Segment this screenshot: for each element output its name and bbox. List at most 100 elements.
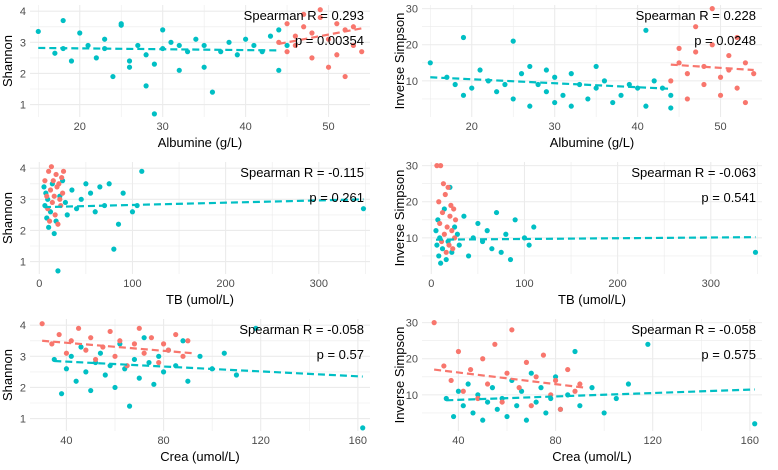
data-point <box>284 21 290 27</box>
data-point <box>589 385 595 391</box>
trend-line <box>42 339 193 355</box>
data-point <box>502 81 508 88</box>
data-point <box>512 217 518 223</box>
data-point <box>643 103 649 109</box>
y-tick-label: 20 <box>406 40 418 52</box>
trend-line <box>446 388 755 402</box>
data-point <box>110 73 116 80</box>
data-point <box>565 366 571 373</box>
data-point <box>601 78 608 84</box>
y-tick-label: 10 <box>406 76 418 88</box>
data-point <box>645 341 651 347</box>
data-point <box>360 206 367 212</box>
data-point <box>44 193 50 199</box>
y-tick-label: 30 <box>406 4 418 16</box>
data-point <box>552 377 559 384</box>
data-point <box>684 71 690 77</box>
data-point <box>284 42 290 49</box>
x-tick-label: 50 <box>322 121 334 133</box>
data-point <box>626 81 632 88</box>
data-point <box>233 372 240 378</box>
data-point <box>63 366 70 372</box>
data-point <box>292 33 298 39</box>
data-point <box>51 230 57 237</box>
data-point <box>78 196 84 202</box>
data-point <box>494 406 500 412</box>
data-point <box>493 209 500 216</box>
data-point <box>693 24 699 30</box>
data-point <box>437 220 443 227</box>
data-point <box>131 341 138 347</box>
x-tick-label: 200 <box>216 278 234 290</box>
data-point <box>118 22 124 28</box>
data-point <box>176 67 182 73</box>
data-point <box>53 171 59 178</box>
x-tick-label: 100 <box>123 278 141 290</box>
data-point <box>452 224 458 230</box>
data-point <box>59 174 65 181</box>
data-point <box>494 89 500 95</box>
data-point <box>460 388 466 394</box>
data-point <box>156 359 162 366</box>
data-point <box>135 42 141 49</box>
data-point <box>68 353 74 359</box>
x-tick-label: 160 <box>349 435 367 447</box>
data-point <box>475 220 481 227</box>
data-point <box>477 67 483 73</box>
data-point <box>543 410 549 416</box>
data-point <box>93 55 99 61</box>
data-point <box>83 181 89 187</box>
data-point <box>112 384 118 391</box>
data-point <box>151 381 157 387</box>
data-point <box>56 181 62 187</box>
x-tick-label: 40 <box>239 121 251 133</box>
y-axis-label: Inverse Simpson <box>392 327 407 424</box>
data-point <box>439 246 446 252</box>
data-point <box>55 268 61 274</box>
y-tick-label: 1 <box>20 100 26 112</box>
data-point <box>470 410 476 416</box>
p-value-label: p = 0.575 <box>701 347 756 362</box>
data-point <box>284 49 290 55</box>
y-tick-label: 30 <box>406 161 418 173</box>
chart-panel-2: 20 30 40 50 10 20 30 Albumine (g/L) Inverse Simp… <box>392 4 762 150</box>
data-point <box>434 163 440 169</box>
x-tick-label: 0 <box>36 278 42 290</box>
data-point <box>717 92 724 98</box>
data-point <box>75 325 82 331</box>
x-tick-label: 30 <box>549 121 561 133</box>
data-point <box>120 190 126 196</box>
data-point <box>752 421 758 427</box>
data-point <box>325 36 332 42</box>
data-point <box>427 60 433 66</box>
data-point <box>734 85 740 91</box>
data-point <box>115 221 122 227</box>
data-point <box>489 246 495 252</box>
spearman-r-label: Spearman R = -0.063 <box>631 165 756 180</box>
data-point <box>480 417 486 423</box>
data-point <box>455 348 462 355</box>
data-point <box>350 24 357 30</box>
data-point <box>499 399 505 405</box>
data-point <box>139 168 145 174</box>
data-point <box>585 96 591 102</box>
data-point <box>46 168 52 174</box>
y-tick-label: 4 <box>20 320 26 332</box>
data-point <box>251 42 257 49</box>
x-tick-label: 80 <box>549 435 561 447</box>
x-axis-label: Crea (umol/L) <box>160 449 239 464</box>
data-point <box>46 218 53 224</box>
data-point <box>143 52 149 58</box>
spearman-r-label: Spearman R = -0.058 <box>631 322 756 337</box>
data-point <box>601 410 607 416</box>
chart-panel-6: 40 80 120 160 10 20 30 Crea (umol/L) Inverse Sim… <box>392 318 762 464</box>
data-point <box>442 191 448 198</box>
y-tick-label: 1 <box>20 414 26 426</box>
chart-panel-3: 0 100 200 300 1 2 3 4 TB (umol/L) Shannon Spearman… <box>0 162 370 307</box>
x-tick-label: 100 <box>515 278 533 290</box>
data-point <box>465 381 471 387</box>
x-axis-label: Albumine (g/L) <box>550 135 635 150</box>
data-point <box>572 348 578 355</box>
data-point <box>701 81 707 88</box>
data-point <box>531 224 537 230</box>
